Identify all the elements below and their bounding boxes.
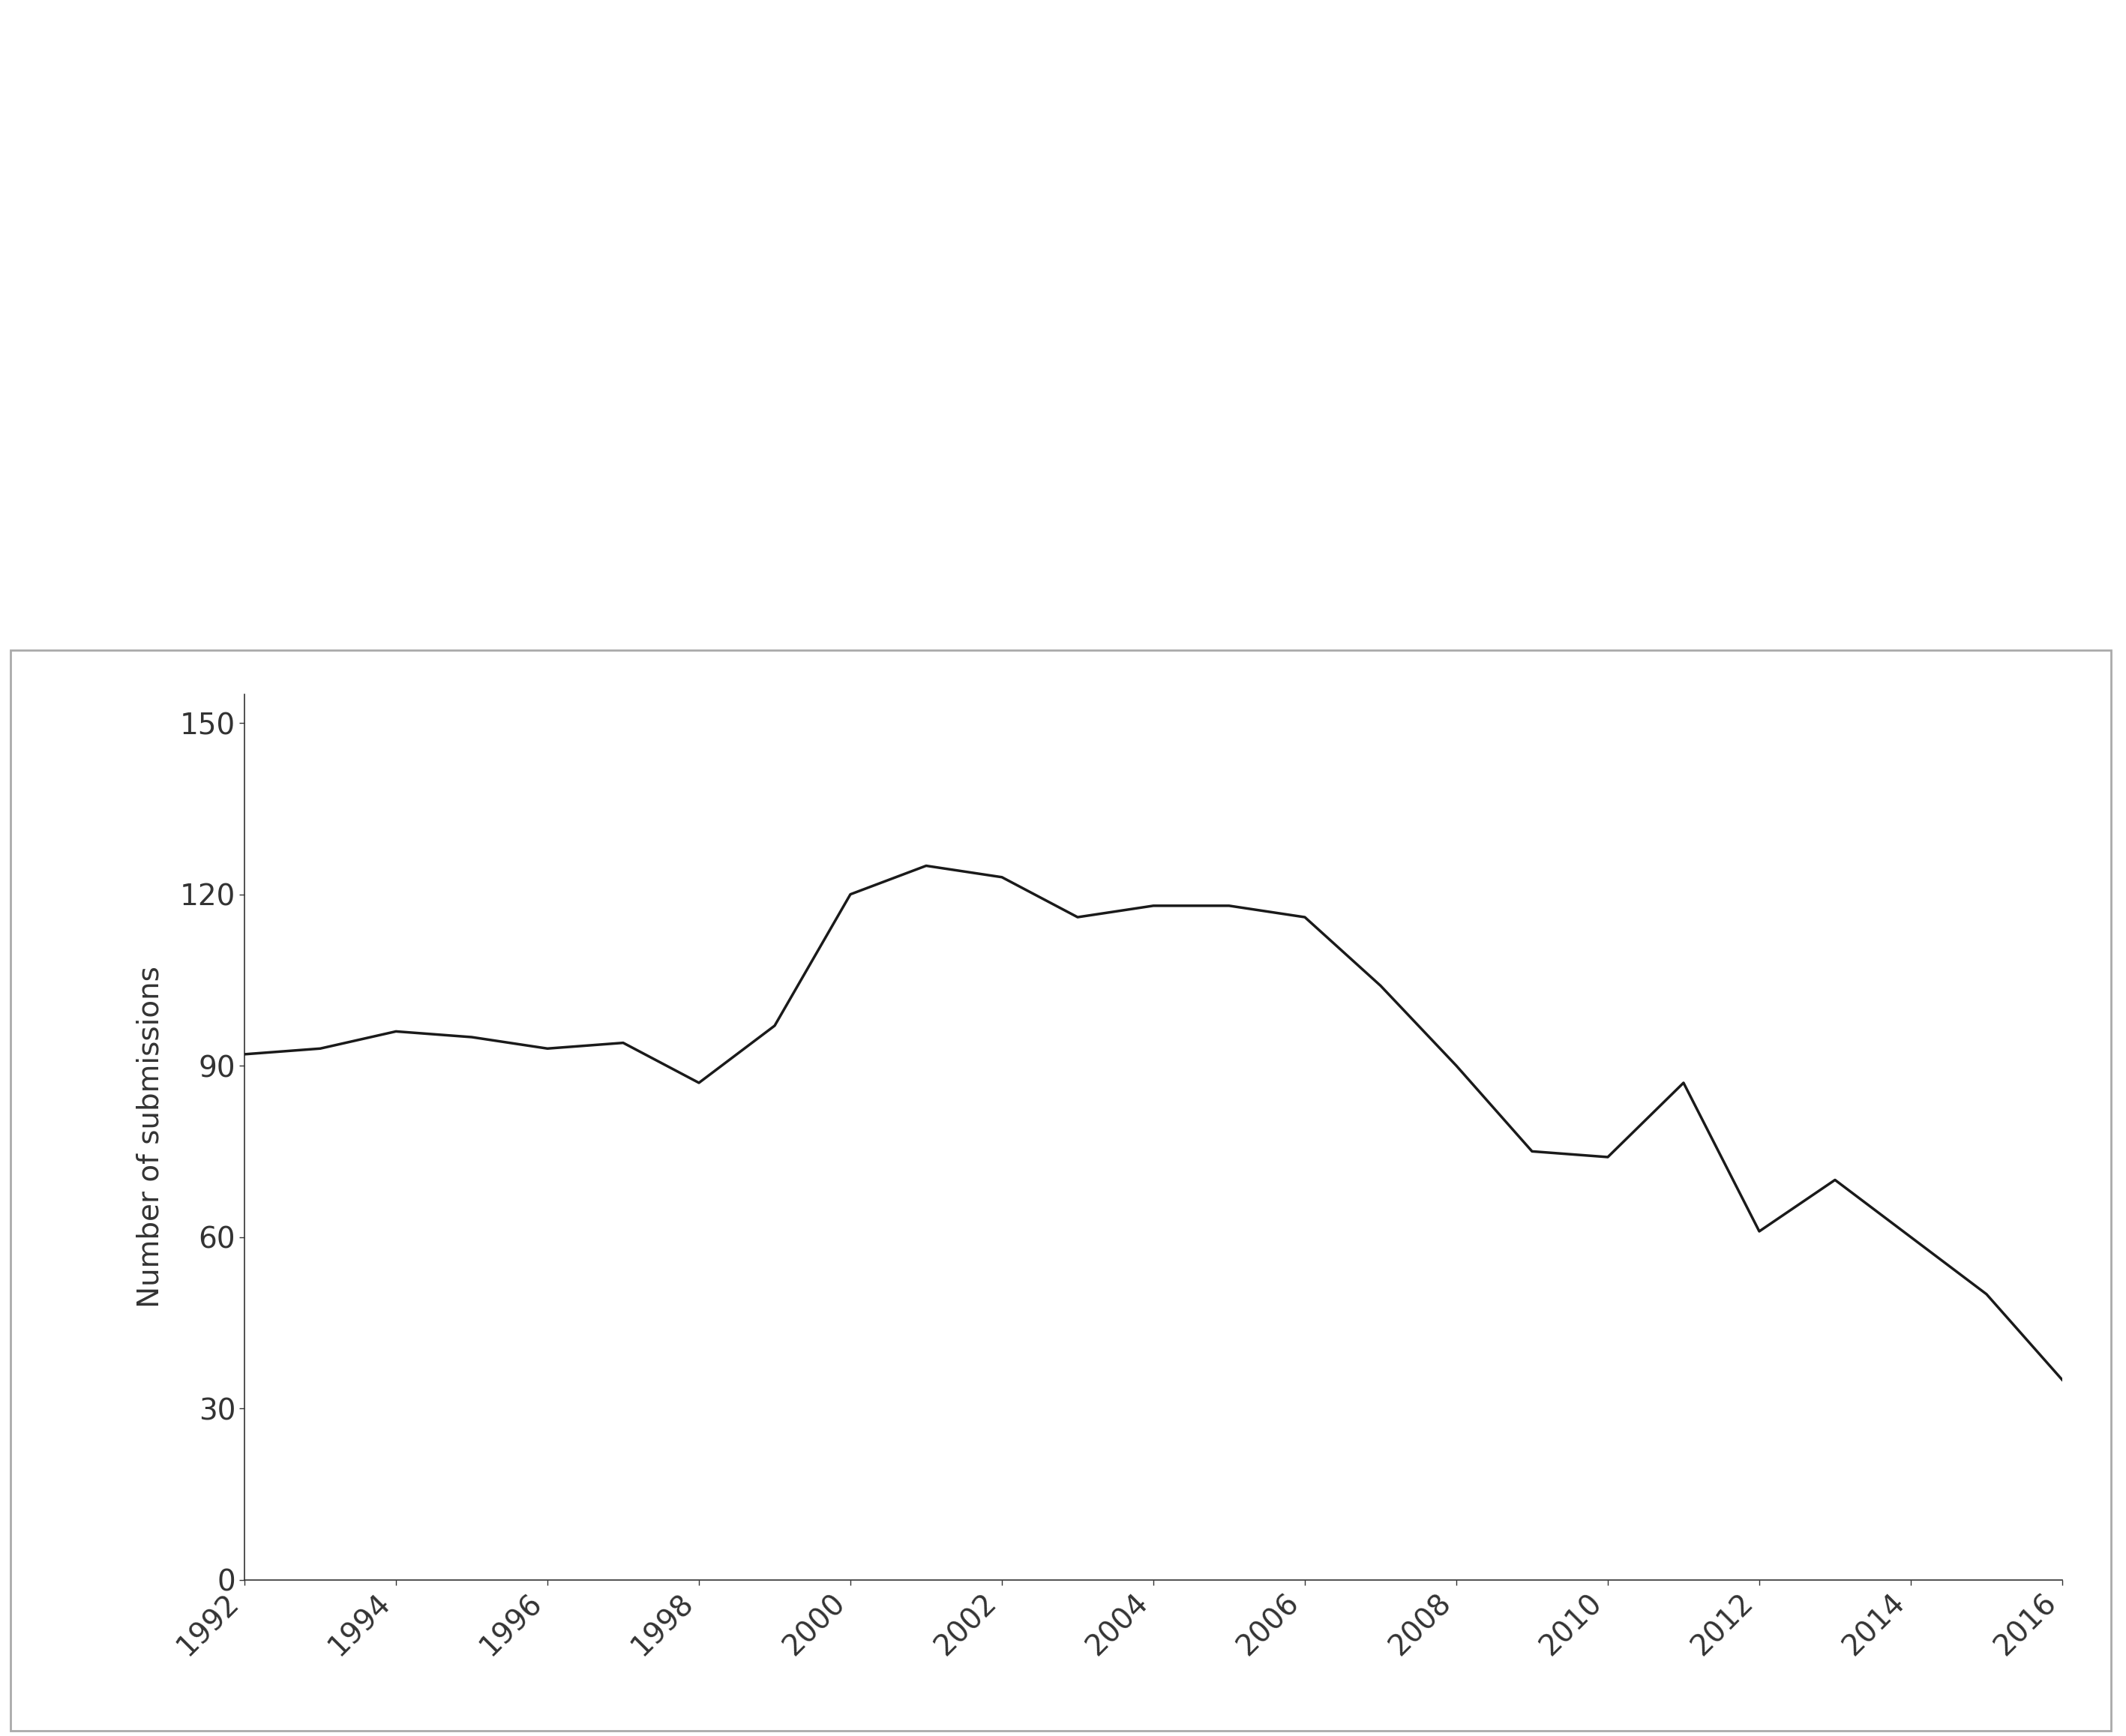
Text: NO. OF SUBMISSIONS TO THE: NO. OF SUBMISSIONS TO THE (96, 116, 1520, 194)
Text: UNITED NATIONS REGISTER OF: UNITED NATIONS REGISTER OF (96, 295, 1605, 375)
Y-axis label: Number of submissions: Number of submissions (136, 967, 164, 1307)
Text: CONVENTIONAL ARMS, 1992–2016: CONVENTIONAL ARMS, 1992–2016 (96, 476, 1722, 556)
